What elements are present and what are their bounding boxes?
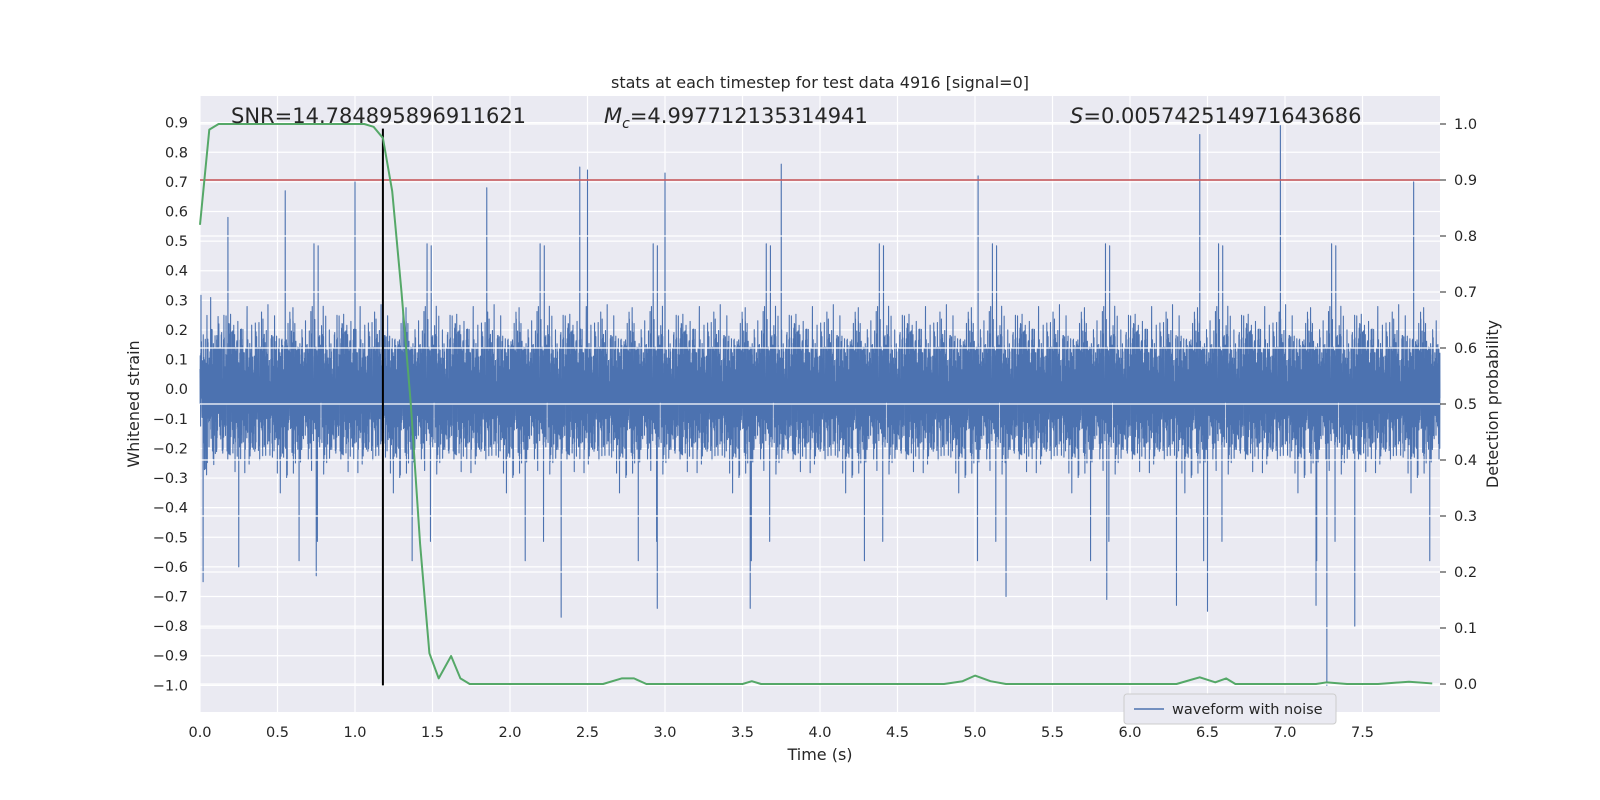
waveform-series (199, 125, 1441, 686)
mc-value: =4.997712135314941 (630, 104, 868, 128)
y-tick-label: 0.9 (165, 116, 188, 132)
y2-tick-label: 0.4 (1454, 453, 1477, 469)
y-tick-label: 0.6 (165, 205, 188, 221)
y-tick-label: 0.2 (165, 323, 188, 339)
s-value: =0.005742514971643686 (1083, 104, 1361, 128)
y2-tick-label: 0.8 (1454, 229, 1477, 245)
x-tick-label: 5.0 (963, 725, 986, 741)
x-tick-label: 4.0 (808, 725, 831, 741)
y2-tick-label: 0.7 (1454, 285, 1477, 301)
x-tick-label: 4.5 (886, 725, 909, 741)
x-tick-label: 3.0 (653, 725, 676, 741)
y-tick-label: 0.8 (165, 145, 188, 161)
y-tick-label: −0.6 (153, 560, 188, 576)
detection-probability-line (199, 123, 1433, 685)
x-tick-label: 1.0 (343, 725, 366, 741)
y-tick-label: −0.9 (153, 649, 188, 665)
y2-tick-label: 0.9 (1454, 173, 1477, 189)
y-tick-label: 0.0 (165, 382, 188, 398)
y-tick-label: −0.4 (153, 501, 188, 517)
snr-annotation: SNR=14.784895896911621 (231, 104, 526, 128)
waveform-line (199, 125, 1441, 686)
y-tick-label: 0.4 (165, 264, 188, 280)
x-tick-label: 1.5 (421, 725, 444, 741)
y-tick-label: −0.1 (153, 412, 188, 428)
y-tick-label: 0.5 (165, 234, 188, 250)
chart-title: stats at each timestep for test data 491… (611, 73, 1029, 92)
y-tick-label: −0.7 (153, 590, 188, 606)
s-annotation: S=0.005742514971643686 (1070, 104, 1361, 128)
y-tick-label: −0.3 (153, 471, 188, 487)
y2-tick-label: 1.0 (1454, 117, 1477, 133)
y-tick-label: −0.2 (153, 441, 188, 457)
y2-axis-label: Detection probability (1483, 320, 1502, 488)
x-tick-label: 0.0 (188, 725, 211, 741)
ticks: 0.0 0.5 1.0 1.5 2.0 2.5 3.0 3.5 4.0 4.5 5.0 5.5 6.0 6… (153, 116, 1477, 741)
x-tick-label: 5.5 (1041, 725, 1064, 741)
x-tick-label: 6.5 (1196, 725, 1219, 741)
x-tick-label: 7.0 (1273, 725, 1296, 741)
legend: waveform with noise (1123, 693, 1337, 725)
x-axis-label: Time (s) (786, 745, 852, 764)
x-tick-label: 2.0 (498, 725, 521, 741)
y-tick-label: −1.0 (153, 678, 188, 694)
y-tick-label: 0.7 (165, 175, 188, 191)
y-axis-label: Whitened strain (124, 340, 143, 467)
mc-subscript: c (622, 116, 630, 132)
y-tick-label: −0.5 (153, 530, 188, 546)
y2-tick-label: 0.5 (1454, 397, 1477, 413)
s-symbol: S (1070, 104, 1083, 128)
x-tick-label: 0.5 (266, 725, 289, 741)
overlay-lines (199, 123, 1440, 686)
x-tick-label: 2.5 (576, 725, 599, 741)
legend-box (1123, 693, 1337, 725)
y2-tick-label: 0.0 (1454, 677, 1477, 693)
legend-label: waveform with noise (1172, 702, 1323, 718)
y2-tick-label: 0.1 (1454, 621, 1477, 637)
x-tick-label: 7.5 (1351, 725, 1374, 741)
x-tick-label: 6.0 (1118, 725, 1141, 741)
y-tick-label: 0.1 (165, 353, 188, 369)
mc-symbol: M (604, 104, 622, 128)
y-tick-label: 0.3 (165, 293, 188, 309)
chirp-mass-annotation: Mc=4.997712135314941 (604, 104, 868, 132)
y2-tick-label: 0.2 (1454, 565, 1477, 581)
y2-tick-label: 0.3 (1454, 509, 1477, 525)
y2-tick-label: 0.6 (1454, 341, 1477, 357)
y-tick-label: −0.8 (153, 619, 188, 635)
x-tick-label: 3.5 (731, 725, 754, 741)
